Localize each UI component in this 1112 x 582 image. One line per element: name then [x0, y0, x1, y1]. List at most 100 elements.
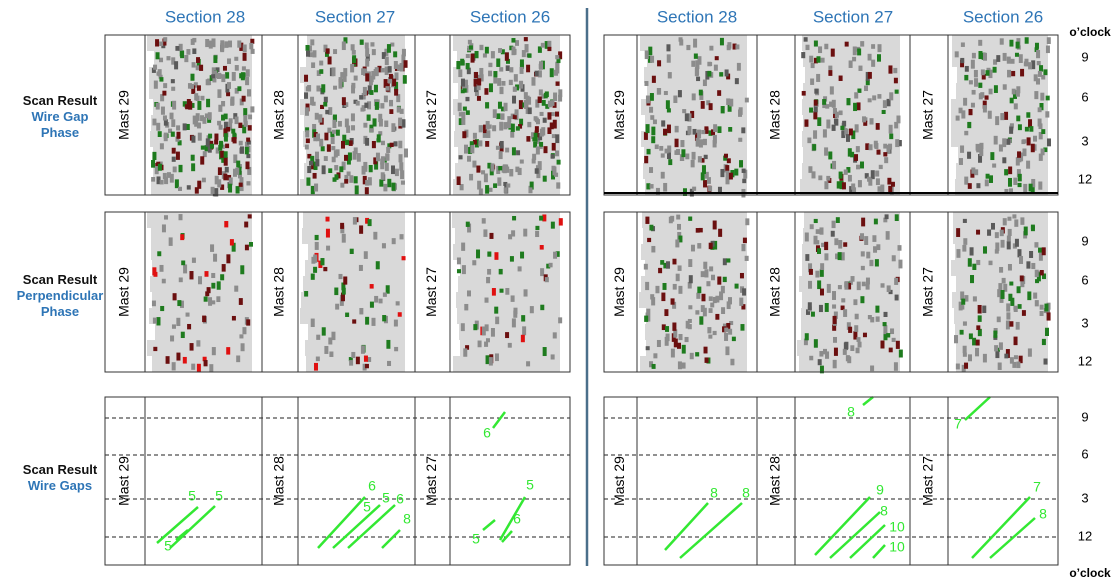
scan-pixel [709, 296, 713, 301]
scan-pixel [644, 81, 648, 86]
scan-pixel [889, 348, 893, 353]
scan-pixel [461, 118, 465, 125]
scan-pixel [488, 63, 492, 67]
scan-pixel [704, 269, 708, 277]
scan-pixel [649, 107, 653, 113]
scan-pixel [968, 183, 972, 189]
scan-pixel [207, 287, 211, 293]
scan-pixel [709, 266, 713, 271]
scan-pixel [964, 131, 968, 135]
scan-pixel [401, 181, 405, 185]
scan-pixel [831, 231, 835, 237]
scan-pixel [245, 245, 249, 251]
scan-pixel [868, 98, 872, 102]
scan-pixel [701, 305, 705, 312]
scan-pixel [516, 150, 520, 155]
scan-pixel [1007, 236, 1011, 242]
scan-pixel [399, 154, 403, 162]
scan-pixel [504, 187, 508, 193]
mast-label: Mast 29 [611, 456, 627, 506]
scan-pixel [319, 61, 323, 66]
scan-pixel [677, 224, 681, 230]
scan-pixel [983, 246, 987, 253]
scan-pixel [522, 326, 526, 335]
scan-pixel [856, 337, 860, 342]
scan-pixel [351, 125, 355, 130]
scan-pixel [699, 140, 703, 148]
scan-pixel [976, 144, 980, 151]
scan-pixel [157, 251, 161, 256]
scan-pixel [1029, 126, 1033, 132]
scan-pixel [350, 64, 354, 73]
scan-pixel [170, 335, 174, 341]
scan-pixel [321, 146, 325, 151]
scan-pixel [973, 296, 977, 301]
scan-pixel [341, 141, 345, 149]
scan-pixel [241, 343, 245, 351]
scan-pixel [682, 109, 686, 113]
wire-gap-label: 7 [954, 416, 962, 432]
scan-pixel [983, 354, 987, 363]
scan-pixel [718, 229, 722, 237]
scan-pixel [224, 157, 228, 166]
scan-pixel [240, 265, 244, 274]
scan-pixel [461, 243, 465, 251]
scan-pixel [240, 146, 244, 153]
scan-pixel [381, 141, 385, 145]
scan-pixel [1042, 339, 1046, 345]
scan-pixel [173, 293, 177, 300]
scan-pixel [995, 242, 999, 251]
scan-pixel [879, 165, 883, 169]
scan-pixel [535, 231, 539, 237]
scan-pixel [666, 334, 670, 342]
scan-pixel [993, 331, 997, 338]
scan-pixel [695, 310, 699, 314]
scan-pixel [842, 121, 846, 127]
scan-pixel [644, 132, 648, 140]
scan-pixel [479, 68, 483, 75]
scan-pixel [1016, 90, 1020, 97]
scan-pixel [687, 126, 691, 135]
scan-pixel [160, 143, 164, 149]
scan-pixel [894, 278, 898, 285]
scan-pixel [894, 78, 898, 84]
scan-pixel [186, 313, 190, 317]
scan-pixel [400, 234, 404, 239]
scan-pixel [657, 340, 661, 347]
scan-pixel [806, 45, 810, 50]
scan-pixel [874, 143, 878, 149]
scan-pixel [1015, 239, 1019, 247]
scan-pixel [491, 51, 495, 58]
scan-pixel [976, 340, 980, 346]
scan-pixel [819, 351, 823, 357]
scan-pixel [820, 269, 824, 277]
row-label: Scan ResultPerpendicular Phase [10, 272, 110, 320]
scan-pixel [688, 259, 692, 267]
scan-pixel [818, 175, 822, 180]
scan-pixel [986, 174, 990, 179]
scan-pixel [244, 222, 248, 228]
scan-pixel [814, 236, 818, 245]
scan-pixel [171, 132, 175, 137]
scan-pixel [871, 60, 875, 67]
scan-pixel [359, 308, 363, 314]
scan-pixel [717, 276, 721, 284]
scan-pixel [210, 244, 214, 252]
scan-pixel [370, 284, 374, 289]
scan-pixel [334, 288, 338, 296]
scan-pixel [538, 96, 542, 103]
scan-background [643, 228, 747, 244]
scan-pixel [850, 345, 854, 351]
scan-pixel [326, 229, 330, 238]
scan-pixel [895, 139, 899, 147]
scan-pixel [476, 249, 480, 258]
scan-pixel [396, 301, 400, 305]
scan-pixel [389, 109, 393, 114]
scan-pixel [721, 307, 725, 314]
scan-pixel [818, 359, 822, 365]
scan-pixel [815, 271, 819, 278]
scan-pixel [961, 110, 965, 118]
scan-pixel [861, 218, 865, 227]
scan-pixel [532, 154, 536, 160]
scan-pixel [500, 289, 504, 293]
